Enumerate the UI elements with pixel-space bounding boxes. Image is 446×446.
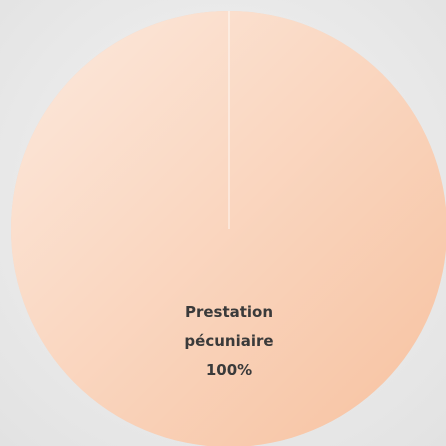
data-label: Prestation pécuniaire 100% <box>164 298 294 385</box>
category-label: Prestation pécuniaire <box>184 303 274 350</box>
value-label: 100% <box>205 361 253 379</box>
